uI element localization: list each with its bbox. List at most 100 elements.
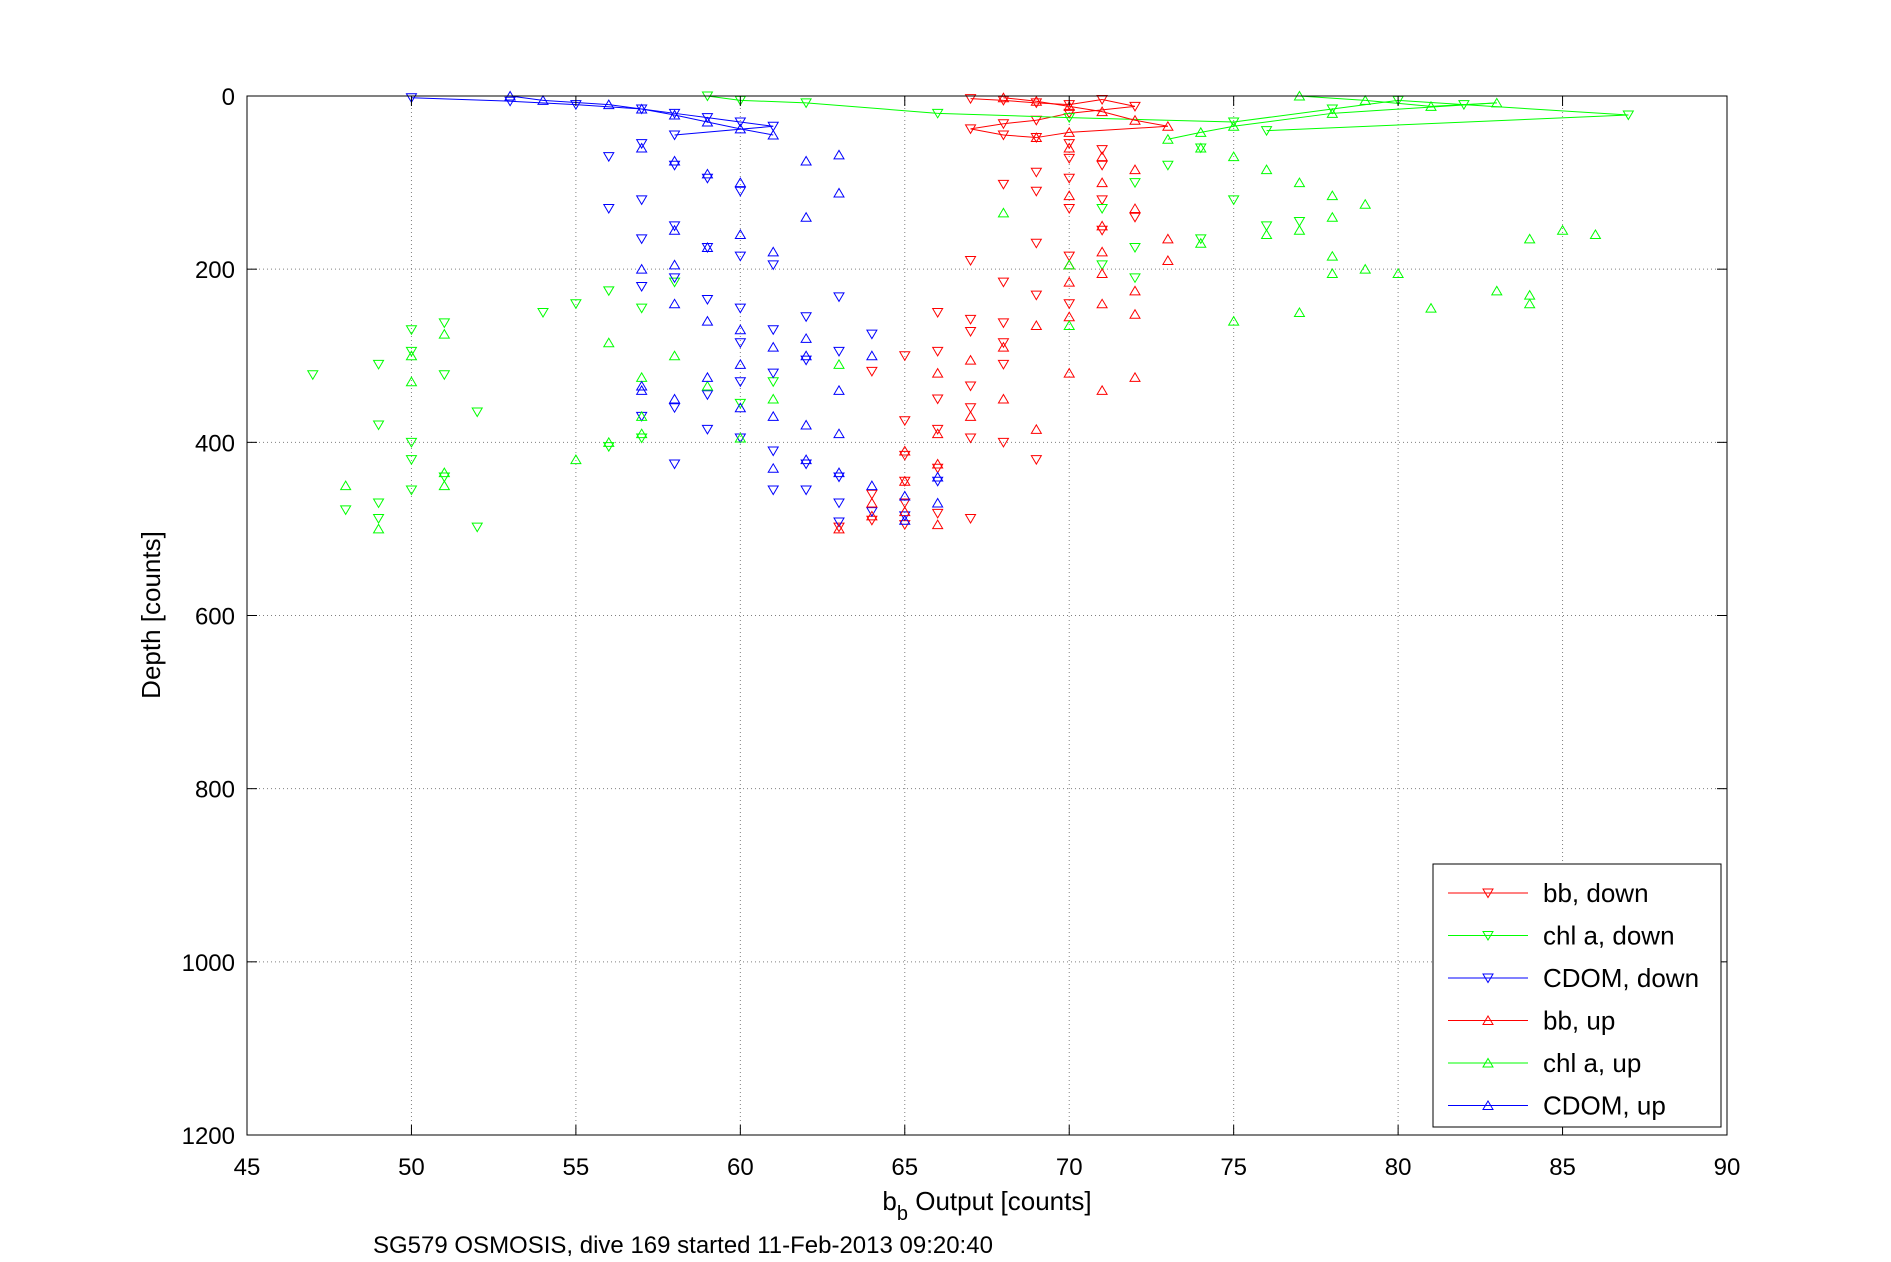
data-point (734, 432, 747, 443)
data-point (1523, 233, 1536, 244)
legend-item: CDOM, down (1448, 963, 1699, 993)
data-point (405, 437, 418, 448)
y-axis-label: Depth [counts] (136, 531, 166, 699)
data-point (1129, 273, 1141, 284)
x-tick-label: 70 (1056, 1154, 1083, 1181)
data-point (701, 242, 714, 253)
y-tick-label: 600 (195, 604, 235, 631)
data-point (734, 117, 747, 128)
x-axis-label-subscript: b (897, 1203, 908, 1225)
data-point (1194, 234, 1207, 245)
data-point (668, 259, 681, 270)
data-point (1425, 100, 1437, 111)
series-line-segment (1003, 134, 1037, 139)
data-point (1523, 298, 1536, 309)
data-point (734, 338, 747, 349)
data-point (1129, 212, 1141, 223)
data-point (931, 428, 944, 439)
chart-caption: SG579 OSMOSIS, dive 169 started 11-Feb-2… (373, 1232, 993, 1259)
data-point (833, 292, 845, 303)
data-point (635, 303, 648, 314)
data-point (997, 277, 1010, 288)
data-point (1063, 276, 1076, 287)
data-point (833, 522, 845, 533)
data-point (668, 277, 681, 288)
data-point (734, 123, 747, 134)
data-point (537, 94, 549, 105)
y-tick-label: 800 (195, 777, 235, 804)
data-point (306, 370, 319, 381)
data-point (1063, 173, 1076, 184)
legend-label: CDOM, down (1543, 963, 1699, 993)
data-point (1096, 195, 1108, 206)
data-point (931, 108, 944, 119)
data-point (800, 312, 812, 323)
data-point (1227, 120, 1240, 131)
data-point (1260, 164, 1273, 175)
data-point (964, 327, 977, 337)
series-line-segment (674, 112, 708, 119)
data-point (1359, 94, 1372, 105)
data-point (898, 416, 911, 427)
data-point (1359, 198, 1372, 209)
series-line-segment (510, 100, 576, 106)
data-point (800, 355, 812, 366)
data-point (833, 523, 845, 534)
data-point (1096, 160, 1108, 171)
legend-item: bb, down (1448, 878, 1649, 908)
data-point (833, 498, 845, 509)
data-point (635, 195, 648, 206)
data-point (833, 467, 845, 478)
data-point (898, 445, 911, 456)
data-point (1129, 243, 1141, 254)
data-point (635, 234, 648, 245)
data-point (1096, 145, 1108, 156)
data-point (438, 328, 451, 339)
data-point (1063, 113, 1076, 124)
data-point (1063, 126, 1076, 137)
x-tick-label: 85 (1549, 1154, 1576, 1181)
data-point (570, 454, 582, 465)
data-point (964, 410, 977, 421)
data-point (701, 168, 714, 179)
data-point (1030, 132, 1043, 143)
data-point (997, 92, 1010, 103)
data-point (964, 381, 977, 392)
data-point (405, 350, 418, 361)
data-point (405, 376, 418, 387)
data-point (734, 303, 747, 314)
data-point (931, 476, 944, 487)
data-point (1096, 220, 1108, 231)
grid-lines (247, 96, 1727, 1135)
data-point (1096, 94, 1108, 105)
series-line-segment (1069, 105, 1103, 113)
data-point (635, 428, 648, 439)
data-point (570, 299, 582, 310)
series-line-segment (1069, 125, 1168, 133)
data-point (800, 332, 812, 343)
data-point (898, 475, 911, 486)
data-point (1063, 204, 1076, 215)
data-point (964, 124, 977, 135)
data-point (1425, 302, 1437, 313)
data-point (668, 155, 681, 166)
series-line-segment (674, 114, 708, 123)
data-point (866, 366, 878, 377)
series-line-segment (1233, 108, 1333, 123)
data-point (898, 514, 911, 525)
data-point (1129, 178, 1141, 189)
data-point (964, 354, 977, 365)
series-4 (339, 90, 1602, 534)
data-point (1227, 151, 1240, 162)
series-line-segment (1003, 119, 1037, 125)
data-point (701, 173, 714, 184)
data-point (767, 260, 780, 271)
series-line-segment (707, 95, 741, 101)
y-tick-label: 200 (195, 257, 235, 284)
data-point (767, 341, 780, 352)
data-point (668, 109, 681, 120)
data-point (1359, 263, 1372, 274)
y-tick-label: 0 (222, 84, 235, 111)
series-line-segment (1332, 102, 1497, 114)
